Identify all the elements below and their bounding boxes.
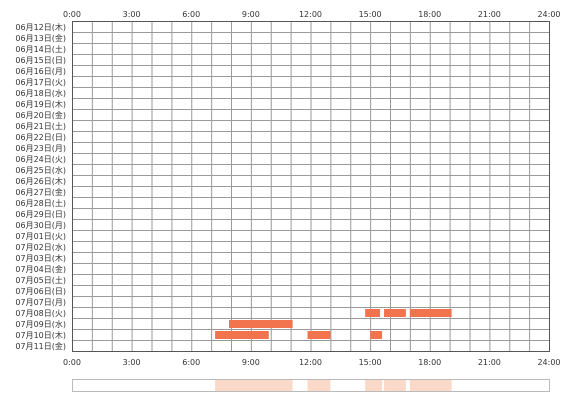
top-tick-label: 6:00 (182, 10, 200, 19)
top-tick-label: 18:00 (418, 10, 441, 19)
summary-bar (215, 380, 293, 391)
activity-bar (384, 309, 406, 317)
day-row-label: 07月06日(日) (15, 287, 66, 296)
activity-bar (307, 331, 331, 339)
bottom-tick-label: 21:00 (478, 358, 501, 367)
day-row-label: 06月13日(金) (15, 33, 66, 43)
activity-bar (229, 320, 293, 328)
summary-bar (409, 380, 452, 391)
summary-strip (72, 379, 550, 392)
day-row-label: 06月20日(金) (15, 110, 66, 120)
day-row-label: 06月27日(金) (15, 187, 66, 197)
bottom-tick-label: 15:00 (359, 358, 382, 367)
day-row-label: 06月24日(火) (15, 155, 66, 164)
day-row-label: 06月14日(土) (15, 44, 66, 54)
day-row-label: 06月29日(日) (15, 210, 66, 219)
day-row-label: 06月15日(日) (15, 56, 66, 65)
day-row-label: 07月09日(水) (15, 319, 66, 329)
activity-bars (215, 309, 452, 339)
day-row-label: 06月19日(木) (15, 99, 66, 109)
day-row-labels: 06月12日(木)06月13日(金)06月14日(土) 06月15日(日) 06月1… (15, 22, 66, 351)
day-row-label: 06月18日(水) (15, 88, 66, 98)
top-hour-ticks: 0:00 3:00 6:00 9:00 12:00 15:00 18:00 21:00 24:0… (63, 10, 561, 19)
activity-bar (365, 309, 381, 317)
top-tick-label: 3:00 (123, 10, 141, 19)
activity-bar (370, 331, 383, 339)
summary-bar (384, 380, 406, 391)
top-tick-label: 15:00 (359, 10, 382, 19)
day-row-label: 06月25日(水) (15, 165, 66, 175)
bottom-tick-label: 6:00 (182, 358, 200, 367)
day-row-label: 07月08日(火) (15, 309, 66, 318)
day-row-label: 06月17日(火) (15, 78, 66, 87)
top-tick-label: 12:00 (299, 10, 322, 19)
day-row-label: 07月05日(土) (15, 275, 66, 285)
day-row-label: 07月01日(火) (15, 232, 66, 241)
summary-bar (307, 380, 331, 391)
bottom-tick-label: 0:00 (63, 358, 81, 367)
activity-bar (409, 309, 452, 317)
day-row-label: 06月23日(月) (15, 144, 66, 153)
day-row-label: 06月21日(土) (15, 121, 66, 131)
chart-grid (72, 21, 550, 352)
day-row-label: 07月10日(木) (15, 330, 66, 340)
bottom-tick-label: 9:00 (242, 358, 260, 367)
day-row-label: 07月11日(金) (15, 341, 66, 351)
bottom-hour-ticks: 0:00 3:00 6:00 9:00 12:00 15:00 18:00 21:00 24:0… (63, 358, 561, 367)
bottom-tick-label: 12:00 (299, 358, 322, 367)
day-row-label: 06月30日(月) (15, 221, 66, 230)
day-row-label: 06月16日(月) (15, 67, 66, 76)
bottom-tick-label: 18:00 (418, 358, 441, 367)
top-tick-label: 0:00 (63, 10, 81, 19)
day-row-label: 07月04日(金) (15, 264, 66, 274)
activity-bar (215, 331, 269, 339)
day-row-label: 06月22日(日) (15, 133, 66, 142)
top-tick-label: 24:00 (537, 10, 560, 19)
day-row-label: 06月28日(土) (15, 198, 66, 208)
chart-border (72, 21, 550, 352)
bottom-tick-label: 3:00 (123, 358, 141, 367)
day-row-label: 07月03日(木) (15, 253, 66, 263)
top-tick-label: 9:00 (242, 10, 260, 19)
day-row-label: 07月02日(水) (15, 242, 66, 252)
day-row-label: 06月12日(木) (15, 22, 66, 32)
top-tick-label: 21:00 (478, 10, 501, 19)
day-row-label: 06月26日(木) (15, 176, 66, 186)
bottom-tick-label: 24:00 (537, 358, 560, 367)
day-row-label: 07月07日(月) (15, 298, 66, 307)
summary-bar (365, 380, 383, 391)
